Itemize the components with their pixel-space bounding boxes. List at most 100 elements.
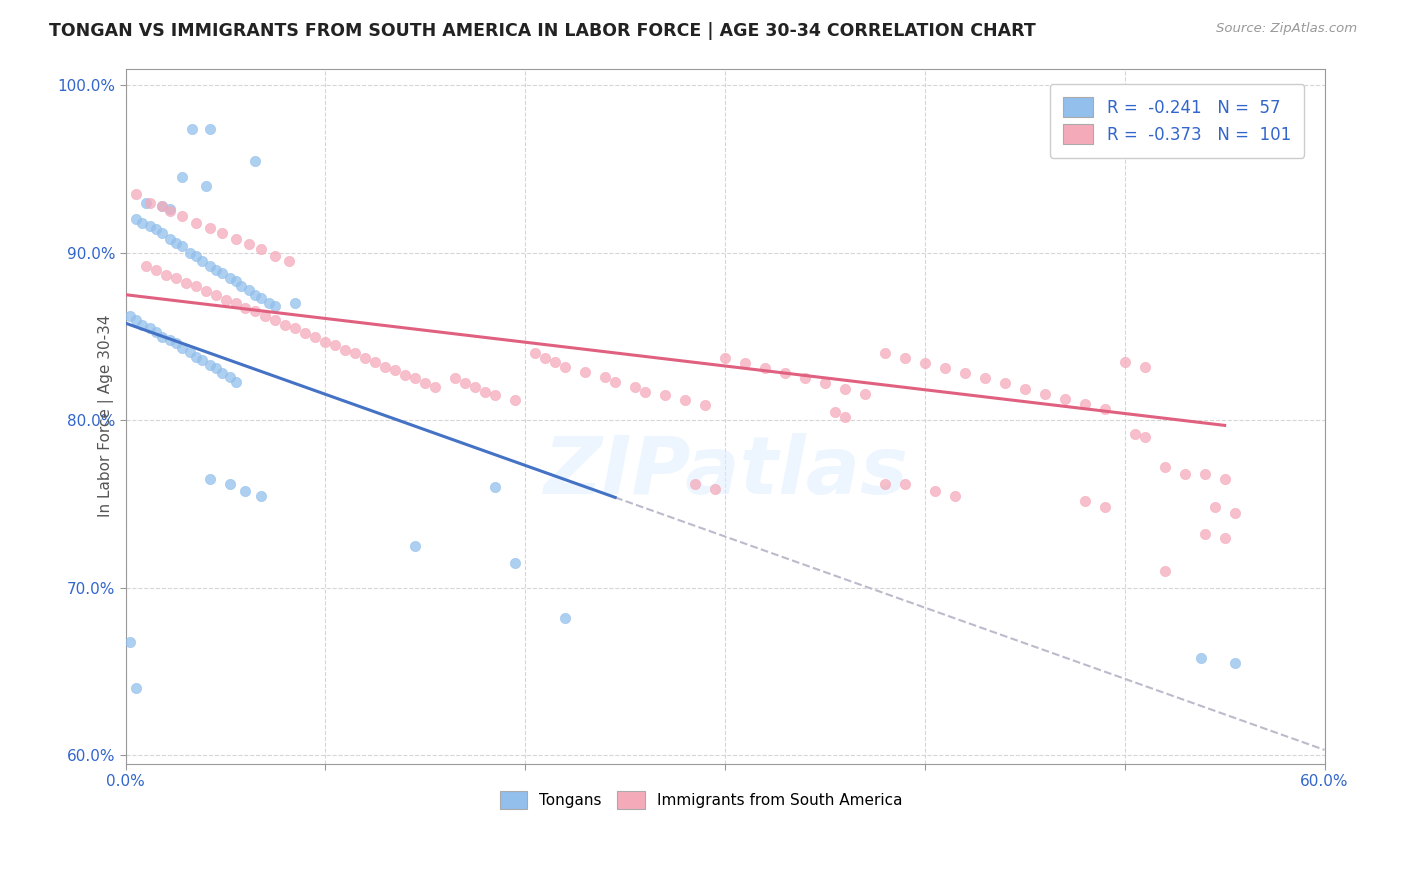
Point bbox=[124, 313, 146, 327]
Point bbox=[131, 318, 153, 332]
Point bbox=[894, 351, 917, 366]
Point bbox=[138, 219, 160, 233]
Point bbox=[335, 343, 357, 357]
Point bbox=[824, 405, 846, 419]
Point bbox=[1153, 460, 1175, 475]
Point bbox=[1223, 657, 1246, 671]
Point bbox=[198, 358, 221, 372]
Point bbox=[211, 367, 233, 381]
Point bbox=[165, 336, 187, 351]
Point bbox=[259, 296, 281, 310]
Point bbox=[834, 409, 856, 424]
Point bbox=[693, 398, 716, 412]
Point bbox=[250, 243, 273, 257]
Point bbox=[235, 483, 257, 498]
Point bbox=[1094, 401, 1116, 416]
Point bbox=[264, 313, 287, 327]
Point bbox=[264, 249, 287, 263]
Point bbox=[873, 346, 896, 360]
Point bbox=[204, 361, 226, 376]
Point bbox=[145, 262, 167, 277]
Point bbox=[384, 363, 406, 377]
Point bbox=[673, 393, 696, 408]
Point bbox=[159, 202, 181, 217]
Point bbox=[211, 226, 233, 240]
Point bbox=[198, 259, 221, 273]
Point bbox=[834, 382, 856, 396]
Point bbox=[198, 472, 221, 486]
Point bbox=[194, 285, 217, 299]
Point bbox=[224, 232, 246, 246]
Point bbox=[159, 333, 181, 347]
Point bbox=[704, 482, 727, 496]
Point bbox=[180, 121, 202, 136]
Point bbox=[1123, 426, 1146, 441]
Point bbox=[1074, 396, 1097, 410]
Point bbox=[190, 353, 212, 368]
Point bbox=[278, 254, 301, 268]
Text: ZIPatlas: ZIPatlas bbox=[543, 433, 908, 511]
Point bbox=[145, 222, 167, 236]
Point bbox=[159, 232, 181, 246]
Point bbox=[165, 235, 187, 250]
Point bbox=[404, 539, 426, 553]
Point bbox=[894, 477, 917, 491]
Point bbox=[1074, 493, 1097, 508]
Text: Source: ZipAtlas.com: Source: ZipAtlas.com bbox=[1216, 22, 1357, 36]
Point bbox=[683, 477, 706, 491]
Point bbox=[179, 344, 201, 359]
Point bbox=[284, 296, 307, 310]
Point bbox=[1174, 467, 1197, 481]
Point bbox=[124, 681, 146, 696]
Point bbox=[135, 259, 157, 273]
Point bbox=[953, 367, 976, 381]
Point bbox=[853, 386, 876, 401]
Point bbox=[754, 361, 776, 376]
Point bbox=[250, 489, 273, 503]
Point bbox=[304, 329, 326, 343]
Point bbox=[231, 279, 253, 293]
Point bbox=[174, 276, 197, 290]
Point bbox=[814, 376, 837, 391]
Point bbox=[264, 300, 287, 314]
Point bbox=[238, 237, 260, 252]
Point bbox=[1213, 531, 1236, 545]
Point bbox=[503, 393, 526, 408]
Point bbox=[934, 361, 956, 376]
Point bbox=[444, 371, 467, 385]
Point bbox=[254, 310, 277, 324]
Point bbox=[554, 611, 576, 625]
Point bbox=[238, 283, 260, 297]
Legend: Tongans, Immigrants from South America: Tongans, Immigrants from South America bbox=[494, 784, 908, 815]
Point bbox=[364, 355, 387, 369]
Point bbox=[118, 634, 141, 648]
Point bbox=[218, 369, 240, 384]
Point bbox=[314, 334, 336, 349]
Point bbox=[150, 226, 173, 240]
Point bbox=[245, 304, 267, 318]
Point bbox=[184, 249, 207, 263]
Point bbox=[124, 212, 146, 227]
Point bbox=[170, 170, 193, 185]
Point bbox=[194, 178, 217, 193]
Point bbox=[159, 203, 181, 218]
Point bbox=[1094, 500, 1116, 515]
Point bbox=[1194, 527, 1216, 541]
Point bbox=[1033, 386, 1056, 401]
Point bbox=[224, 296, 246, 310]
Point bbox=[1053, 392, 1076, 406]
Point bbox=[425, 380, 447, 394]
Point bbox=[734, 356, 756, 370]
Point bbox=[204, 262, 226, 277]
Point bbox=[124, 187, 146, 202]
Point bbox=[714, 351, 737, 366]
Point bbox=[184, 350, 207, 364]
Point bbox=[184, 216, 207, 230]
Point bbox=[605, 375, 627, 389]
Point bbox=[165, 271, 187, 285]
Point bbox=[218, 477, 240, 491]
Point bbox=[484, 480, 506, 494]
Point bbox=[994, 376, 1017, 391]
Point bbox=[544, 355, 567, 369]
Point bbox=[245, 153, 267, 168]
